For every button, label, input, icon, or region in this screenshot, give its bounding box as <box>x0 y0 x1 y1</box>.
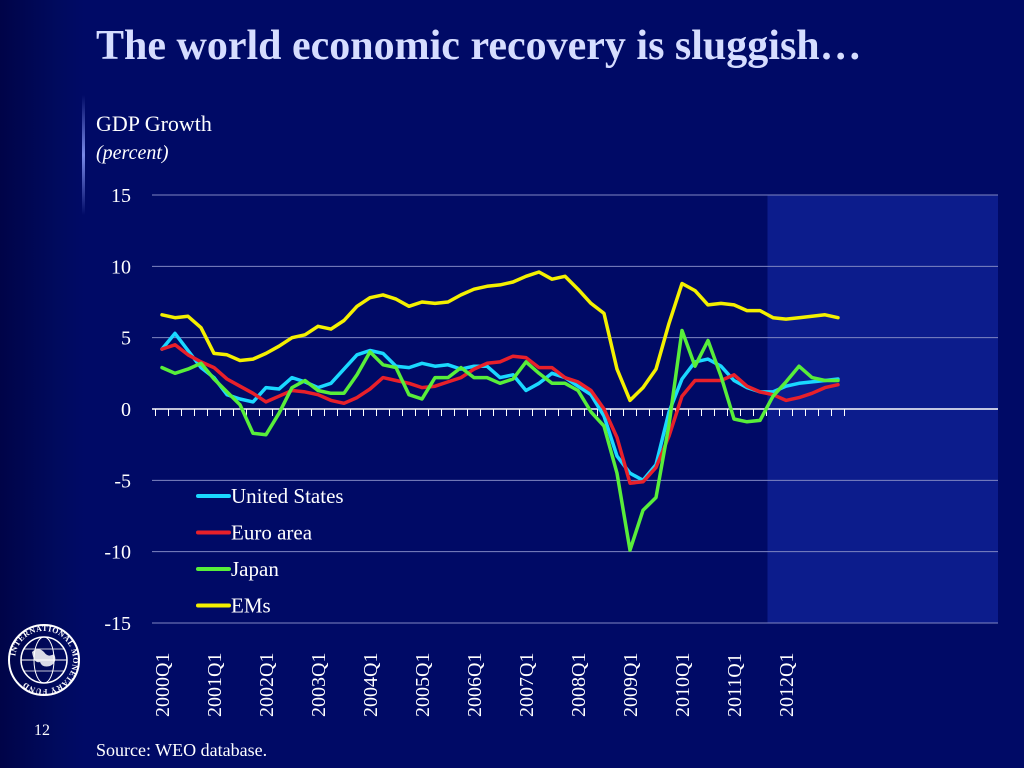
x-tick-label: 2003Q1 <box>308 653 330 717</box>
x-tick-label: 2007Q1 <box>516 653 538 717</box>
legend-label-ems: EMs <box>231 594 271 618</box>
legend-label-euro-area: Euro area <box>231 521 313 545</box>
y-tick-label: 5 <box>121 328 131 350</box>
x-tick-label: 2005Q1 <box>412 653 434 717</box>
x-tick-label: 2004Q1 <box>360 653 382 717</box>
source-note: Source: WEO database. <box>96 740 268 760</box>
chart-title: GDP Growth <box>96 111 212 136</box>
x-tick-label: 2010Q1 <box>672 653 694 717</box>
divider-accent <box>82 95 85 215</box>
x-tick-label: 2000Q1 <box>152 653 174 717</box>
x-tick-label: 2006Q1 <box>464 653 486 717</box>
series-line-ems <box>160 270 840 403</box>
x-tick-label: 2002Q1 <box>256 653 278 717</box>
legend-label-japan: Japan <box>231 557 279 581</box>
y-tick-label: -10 <box>104 542 131 564</box>
legend-label-united-states: United States <box>231 484 344 508</box>
x-tick-label: 2001Q1 <box>204 653 226 717</box>
series-line-japan <box>160 328 840 552</box>
imf-logo-icon: INTERNATIONAL MONETARY FUND <box>8 624 80 696</box>
slide-title: The world economic recovery is sluggish… <box>96 23 862 69</box>
x-tick-label: 2009Q1 <box>620 653 642 717</box>
page-number: 12 <box>34 722 50 739</box>
x-tick-label: 2011Q1 <box>724 653 746 717</box>
y-tick-label: 15 <box>111 185 131 207</box>
chart-unit-label: (percent) <box>96 142 169 164</box>
y-tick-label: 0 <box>121 399 131 421</box>
x-tick-label: 2012Q1 <box>776 653 798 717</box>
y-tick-label: -5 <box>114 470 131 492</box>
x-tick-label: 2008Q1 <box>568 653 590 717</box>
left-band <box>0 0 84 768</box>
series-line-united-states <box>160 331 840 483</box>
y-tick-label: 10 <box>111 256 131 278</box>
y-tick-label: -15 <box>104 613 131 635</box>
series-line-euro-area <box>160 343 840 485</box>
